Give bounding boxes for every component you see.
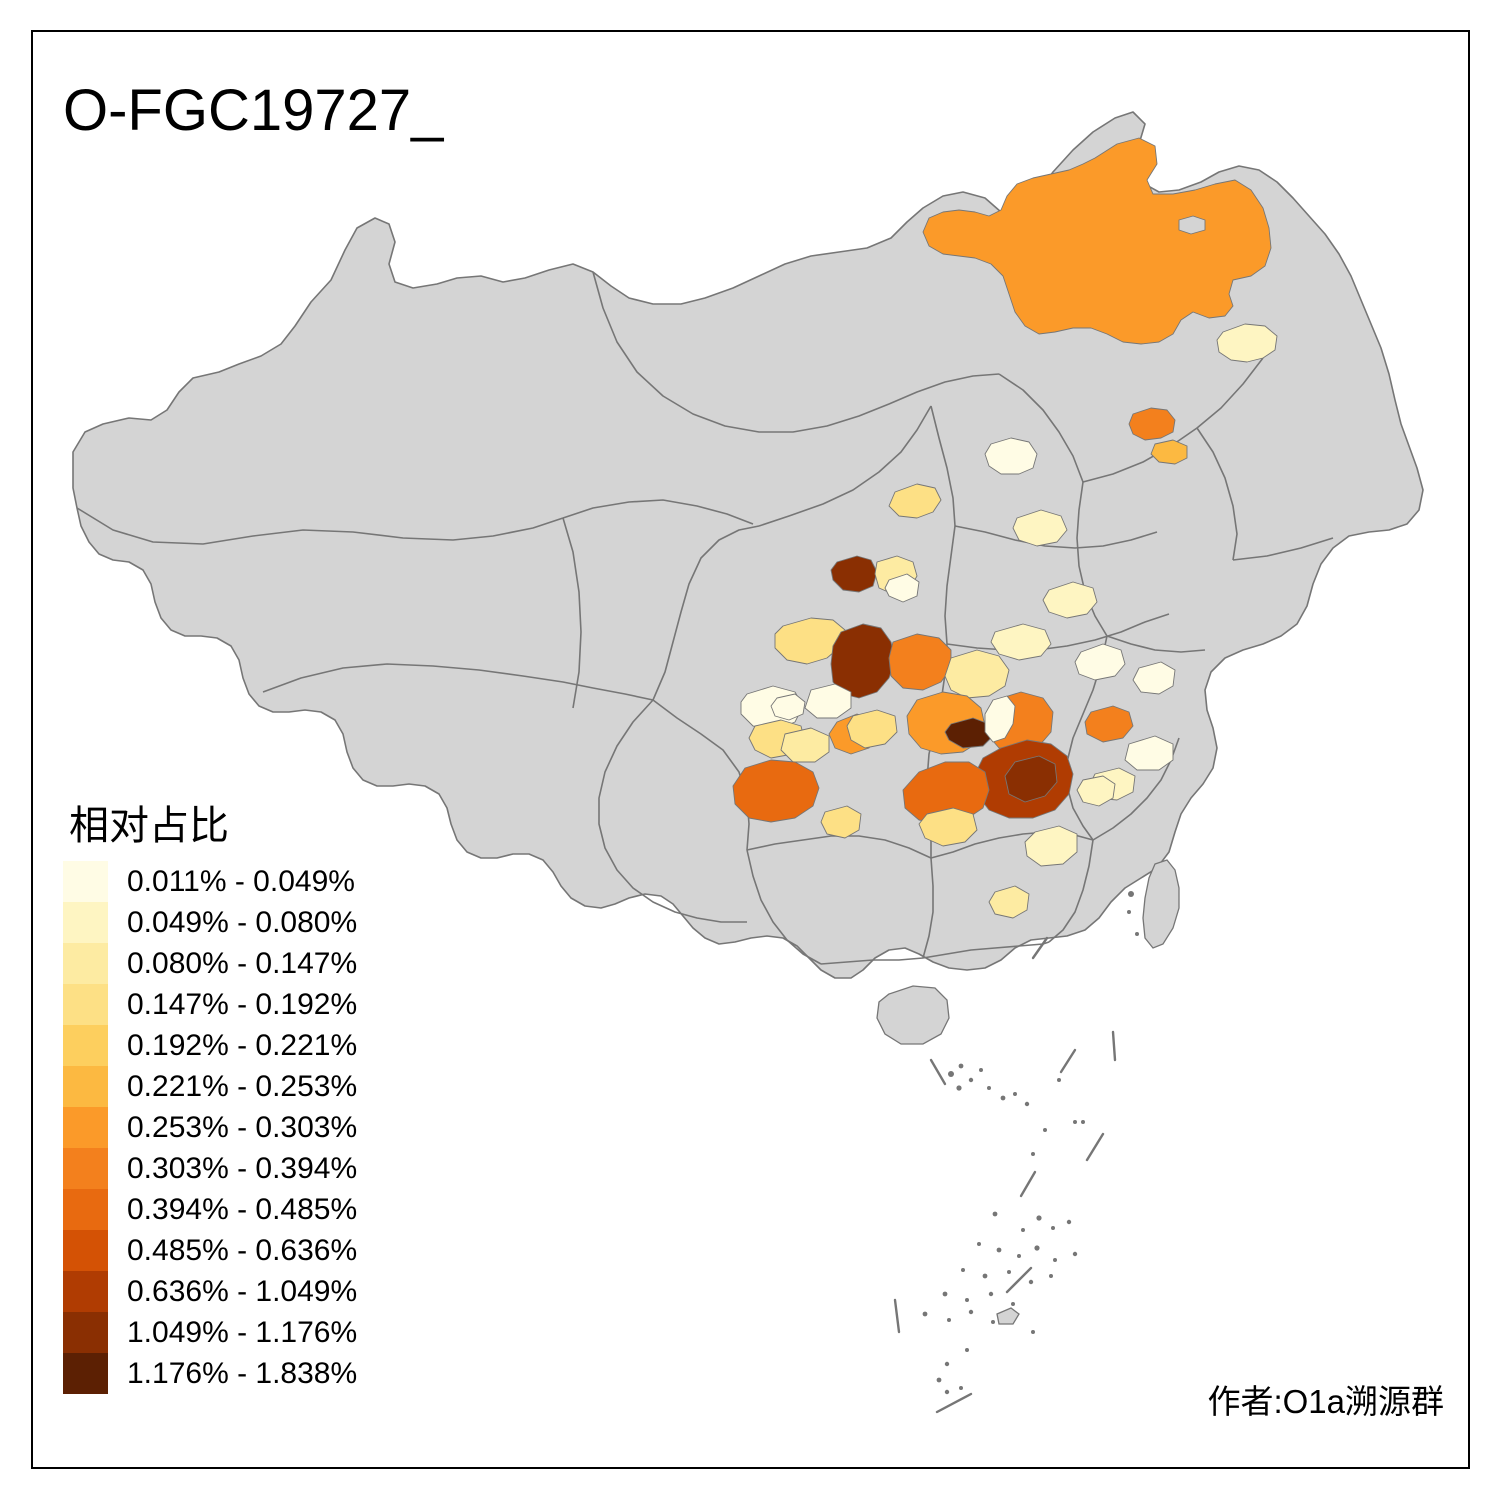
region-zhejiang-cream [1124,735,1174,771]
region-guangdong-pale [988,885,1030,919]
legend-swatch [63,1353,108,1394]
region-jilin-yellow [1150,439,1188,465]
region-chongqing-pale [846,709,898,749]
legend-item: 0.394% - 0.485% [63,1189,443,1230]
legend-label: 0.221% - 0.253% [127,1070,358,1103]
region-guizhou [820,805,862,839]
legend-item: 0.303% - 0.394% [63,1148,443,1189]
legend-item: 0.192% - 0.221% [63,1025,443,1066]
legend: 相对占比 0.011% - 0.049% 0.049% - 0.080% 0.080… [63,805,443,1394]
legend-label: 0.485% - 0.636% [127,1234,358,1267]
south-china-sea-dashes [893,936,1117,1414]
legend-label: 0.192% - 0.221% [127,1029,358,1062]
page-title: O-FGC19727_ [63,78,444,143]
map-svg: .base { fill:#d4d4d4; stroke:#767676; st… [72,111,1424,1414]
region-hunan-west [902,761,990,825]
region-jiangsu-orange [1084,705,1134,743]
region-heilongjiang-pale [1216,323,1278,363]
legend-label: 0.253% - 0.303% [127,1111,358,1144]
legend-swatch [63,1148,108,1189]
legend-swatch [63,984,108,1025]
region-sichuan-pale2 [804,683,852,719]
page-frame [31,30,1470,1469]
south-china-sea-reefs [922,1063,1085,1395]
legend-item: 0.080% - 0.147% [63,943,443,984]
legend-item: 0.011% - 0.049% [63,861,443,902]
legend-swatch [63,1025,108,1066]
region-shaanxi-hanzhong [830,623,896,699]
region-jiangsu-pale [1132,661,1176,695]
legend-item: 0.253% - 0.303% [63,1107,443,1148]
legend-swatch [63,1189,108,1230]
region-shandong-pale [1042,581,1098,619]
region-fujian-pale [1076,775,1116,807]
region-jilin-orange [1128,407,1176,441]
legend-label: 0.011% - 0.049% [127,865,355,898]
legend-swatch [63,1271,108,1312]
choropleth-regions [732,137,1278,919]
region-hubei-west-cream [770,693,806,721]
legend-swatch [63,1066,108,1107]
region-shanxi-dark [830,555,878,593]
legend-swatch [63,902,108,943]
legend-label: 0.147% - 0.192% [127,988,358,1021]
legend-label: 1.049% - 1.176% [127,1316,358,1349]
legend-swatch [63,1312,108,1353]
mainland-base [72,111,1424,979]
legend-swatch [63,1230,108,1271]
legend-item: 0.049% - 0.080% [63,902,443,943]
region-neimeng-central [888,483,942,519]
region-hunan-south [918,807,978,847]
region-anhui-pale [1074,643,1126,681]
legend-label: 1.176% - 1.838% [127,1357,358,1390]
legend-item: 0.221% - 0.253% [63,1066,443,1107]
region-gansu-south [774,617,846,665]
region-liaoning-pale [984,437,1038,475]
region-sichuan-south [732,759,820,823]
legend-item: 0.636% - 1.049% [63,1271,443,1312]
legend-label: 0.080% - 0.147% [127,947,358,980]
region-sichuan-mid2 [780,727,830,763]
region-hebei-pale [1012,509,1068,547]
region-hubei-dark [944,717,994,749]
legend-label: 0.636% - 1.049% [127,1275,358,1308]
region-hubei-pale-gap [984,695,1016,743]
region-henan-pale [990,623,1052,661]
legend-swatch [63,1107,108,1148]
china-choropleth-map: .base { fill:#d4d4d4; stroke:#767676; st… [33,32,1468,1467]
region-hulunbuir [922,137,1272,345]
island-taiwan [1142,859,1180,949]
island-hainan [876,985,950,1045]
legend-item: 1.176% - 1.838% [63,1353,443,1394]
region-henan-south [944,649,1010,699]
region-shaanxi-north-cream [884,573,920,603]
islands [876,859,1180,1045]
legend-swatch [63,943,108,984]
legend-item: 0.485% - 0.636% [63,1230,443,1271]
region-hunan-ne-darker [1004,755,1058,803]
region-jiangxi-pale [1024,825,1078,867]
legend-title: 相对占比 [69,804,229,848]
region-shaanxi-ankang [888,633,952,691]
region-hulunbuir-hole [1178,215,1206,235]
legend-item: 1.049% - 1.176% [63,1312,443,1353]
author-credit: 作者:O1a溯源群 [1207,1383,1444,1420]
legend-rows: 0.011% - 0.049% 0.049% - 0.080% 0.080% - 0… [63,861,443,1394]
legend-item: 0.147% - 0.192% [63,984,443,1025]
legend-label: 0.049% - 0.080% [127,906,358,939]
legend-swatch [63,861,108,902]
legend-label: 0.394% - 0.485% [127,1193,358,1226]
legend-label: 0.303% - 0.394% [127,1152,358,1185]
